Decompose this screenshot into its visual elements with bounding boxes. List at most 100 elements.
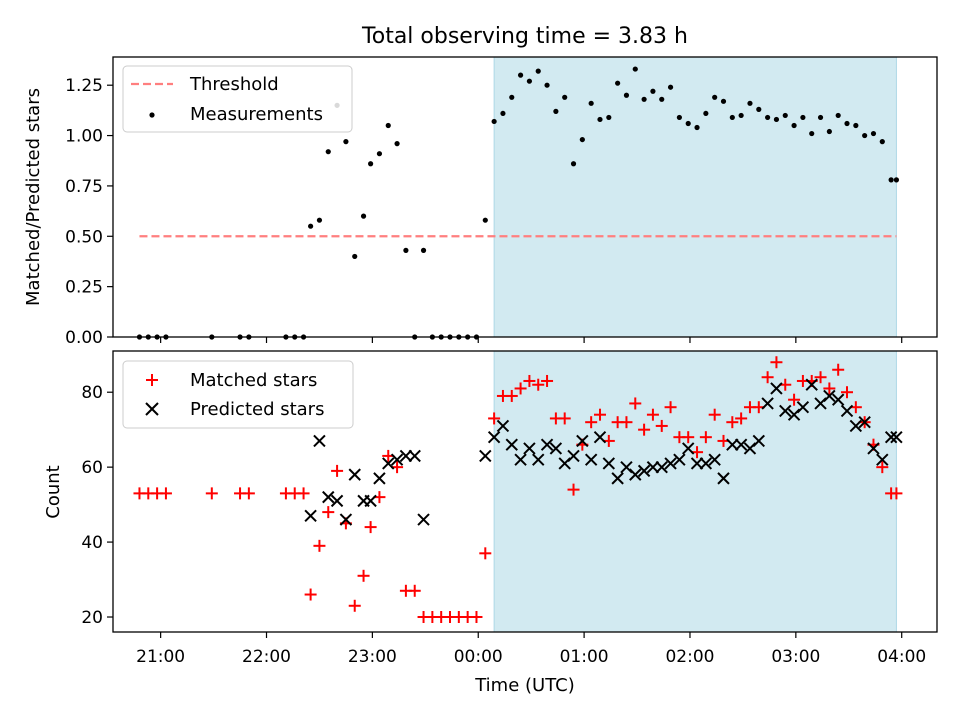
measurement-point <box>835 112 841 119</box>
predicted-star-point <box>593 430 607 444</box>
predicted-star-point <box>884 430 898 444</box>
measurement-point <box>782 112 788 119</box>
measurement-point <box>862 132 868 139</box>
legend-predicted-label: Predicted stars <box>190 399 324 420</box>
top-y-tick-label: 1.25 <box>65 76 103 96</box>
measurement-point <box>535 68 541 74</box>
predicted-star-point <box>858 415 871 429</box>
matched-star-point <box>585 416 598 429</box>
x-tick-label: 03:00 <box>771 647 820 667</box>
measurement-point <box>676 114 682 121</box>
measurement-point <box>562 94 568 100</box>
bottom-legend: Matched stars Predicted stars <box>122 360 354 429</box>
matched-star-point <box>297 487 310 500</box>
matched-star-point <box>629 397 642 410</box>
predicted-star-point <box>364 494 377 508</box>
measurement-point <box>703 110 709 117</box>
figure-title: Total observing time = 3.83 h <box>361 24 688 49</box>
legend-measurements-swatch <box>149 112 155 118</box>
matched-star-point <box>313 539 326 552</box>
predicted-star-point <box>664 457 677 470</box>
measurement-point <box>853 122 859 129</box>
measurement-point <box>893 177 900 183</box>
predicted-star-point <box>734 438 748 451</box>
matched-star-point <box>304 588 317 601</box>
x-tick-label: 04:00 <box>877 647 926 667</box>
x-tick-label: 00:00 <box>454 647 503 667</box>
measurement-point <box>553 108 559 114</box>
predicted-star-point <box>629 468 642 481</box>
predicted-star-point <box>637 464 651 478</box>
predicted-star-point <box>373 472 386 485</box>
matched-star-point <box>708 408 721 421</box>
predicted-star-point <box>576 434 589 448</box>
predicted-star-point <box>699 457 713 470</box>
measurement-point <box>809 130 815 137</box>
predicted-star-point <box>339 513 353 526</box>
measurement-point <box>544 82 550 88</box>
top-shaded-region <box>493 56 897 338</box>
top-y-axis-label: Matched/Predicted stars <box>23 88 44 306</box>
predicted-star-point <box>805 378 818 391</box>
predicted-star-point <box>313 434 326 448</box>
predicted-star-point <box>540 438 554 451</box>
measurement-point <box>791 122 797 129</box>
measurement-point <box>659 96 665 102</box>
matched-star-point <box>726 416 739 429</box>
measurement-point <box>420 247 427 253</box>
legend-measurements-label: Measurements <box>190 104 323 125</box>
legend-predicted-swatch <box>145 402 159 416</box>
matched-star-point <box>876 461 889 474</box>
measurement-point <box>800 114 806 121</box>
x-axis-label: Time (UTC) <box>474 675 575 696</box>
x-tick-label: 01:00 <box>560 647 609 667</box>
matched-star-point <box>638 423 651 436</box>
matched-star-point <box>488 412 501 425</box>
measurement-point <box>747 100 753 106</box>
predicted-star-point <box>382 457 395 470</box>
bottom-y-tick-label: 80 <box>81 383 103 403</box>
predicted-star-point <box>417 513 430 526</box>
predicted-star-point <box>717 472 730 485</box>
predicted-star-point <box>779 404 792 418</box>
predicted-star-point <box>682 442 695 455</box>
measurement-point <box>360 213 367 219</box>
measurement-point <box>738 112 744 119</box>
predicted-star-point <box>408 449 421 463</box>
measurement-point <box>694 124 700 131</box>
predicted-star-point <box>876 453 889 466</box>
matched-star-point <box>646 408 659 421</box>
measurement-point <box>570 161 577 167</box>
predicted-star-point <box>796 400 810 414</box>
predicted-star-point <box>823 389 836 403</box>
measurement-point <box>729 114 735 121</box>
measurement-point <box>588 100 594 106</box>
bottom-y-tick-label: 20 <box>81 608 103 628</box>
matched-star-point <box>770 356 783 369</box>
x-tick-label: 02:00 <box>665 647 714 667</box>
measurement-point <box>368 161 374 167</box>
matched-star-point <box>159 487 172 500</box>
measurement-point <box>641 96 647 102</box>
predicted-star-point <box>348 468 361 481</box>
matched-star-point <box>814 371 827 384</box>
matched-star-point <box>470 611 483 624</box>
predicted-star-point <box>479 449 492 463</box>
measurement-point <box>632 66 638 72</box>
bottom-axes-frame <box>112 350 938 633</box>
predicted-star-point <box>849 419 863 433</box>
matched-star-point <box>541 374 554 387</box>
top-y-tick-label: 0.25 <box>65 278 103 298</box>
predicted-star-point <box>726 438 739 451</box>
predicted-star-point <box>646 460 660 474</box>
predicted-star-point <box>514 453 527 466</box>
matched-star-point <box>735 412 748 425</box>
predicted-star-point <box>584 453 598 466</box>
measurement-point <box>606 114 612 121</box>
bottom-shaded-region <box>493 350 897 633</box>
top-y-tick-label: 0.00 <box>65 328 103 348</box>
measurement-point <box>325 149 331 155</box>
matched-star-point <box>558 412 571 425</box>
measurement-point <box>316 217 323 223</box>
